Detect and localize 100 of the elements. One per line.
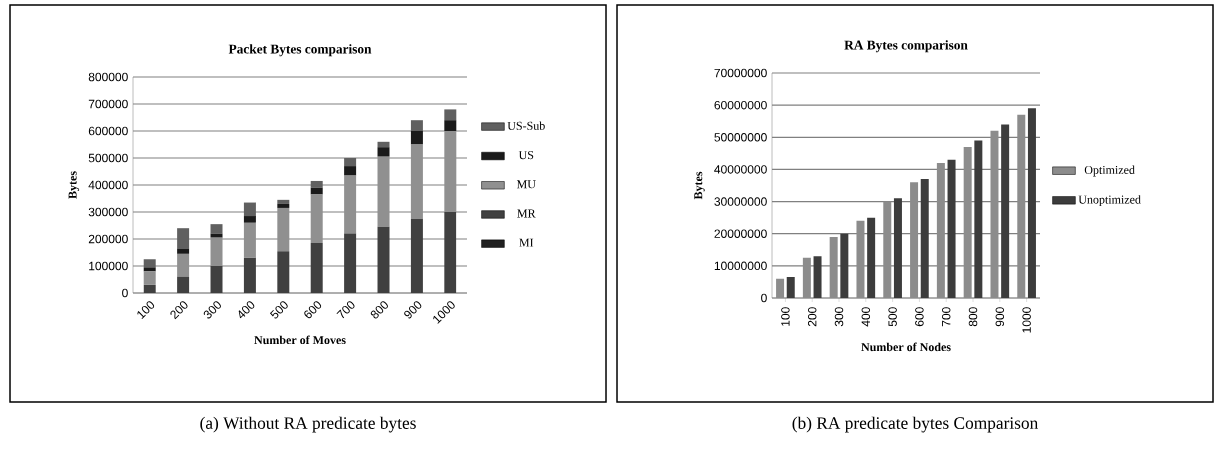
bar [444, 212, 457, 293]
x-tick-label: 100 [137, 301, 155, 320]
bar [243, 202, 256, 217]
bar [277, 203, 290, 208]
x-tick-label: 400 [861, 307, 871, 327]
x-tick-label: 200 [807, 307, 817, 327]
x-tick-label: 700 [941, 307, 951, 327]
x-tick-label: 1000 [1022, 307, 1031, 333]
y-tick-label: 700000 [88, 99, 128, 109]
x-tick-label: 200 [170, 301, 188, 320]
y-tick-label: 0 [122, 288, 128, 298]
x-tick-label: 600 [304, 301, 322, 319]
bar [277, 251, 290, 293]
bar [143, 271, 156, 285]
x-tick-label: 600 [915, 307, 924, 327]
bar [444, 109, 457, 121]
bar [920, 179, 929, 298]
bar [410, 218, 423, 293]
text: (a) Without RA predicate bytes [200, 416, 416, 433]
legend-label: US-Sub [507, 121, 545, 130]
bar [344, 158, 357, 167]
bar [893, 198, 902, 298]
x-tick-label: 700 [336, 301, 355, 319]
bar [143, 284, 156, 293]
bar [243, 257, 256, 293]
bar [310, 243, 323, 293]
y-tick-label: 200000 [88, 234, 128, 244]
x-tick-label: 400 [238, 301, 255, 319]
bar [377, 147, 390, 157]
x-tick-label: 900 [404, 301, 422, 319]
bar [867, 217, 876, 298]
bar [377, 156, 390, 227]
x-tick-label: 800 [370, 301, 388, 319]
bar [210, 237, 223, 266]
legend-label: MR [517, 209, 536, 218]
y-tick-label: 800000 [88, 72, 128, 82]
bar [377, 141, 390, 148]
legend-label: US [518, 151, 534, 160]
bar [377, 226, 390, 293]
bar [444, 131, 457, 212]
bar [143, 259, 156, 268]
legend-label: Unoptimized [1078, 195, 1141, 207]
x-tick-label: 100 [781, 307, 790, 326]
x-tick-label: 900 [995, 307, 1005, 327]
legend-label: MU [516, 180, 536, 189]
y-tick-label: 500000 [88, 153, 128, 163]
legend-label: Optimized [1084, 165, 1135, 177]
y-axis-title: Bytes [694, 171, 705, 200]
x-tick-label: 800 [968, 307, 978, 327]
bar [243, 222, 256, 258]
chart-title: Packet Bytes comparison [228, 44, 372, 57]
bar [210, 224, 223, 234]
bar [344, 166, 357, 176]
bar [410, 144, 423, 219]
y-tick-label: 30000000 [714, 197, 767, 206]
bar [1001, 124, 1010, 298]
chart-title: RA Bytes comparison [844, 40, 968, 53]
y-tick-label: 20000000 [714, 229, 767, 238]
bar [1027, 108, 1036, 298]
x-tick-label: 300 [834, 307, 844, 327]
x-tick-label: 500 [269, 301, 288, 319]
bar [344, 175, 357, 234]
bar [840, 233, 849, 298]
x-axis-title: Number of Moves [254, 335, 346, 345]
bar [177, 253, 190, 277]
bar [310, 180, 323, 188]
y-tick-label: 300000 [88, 207, 128, 217]
y-tick-label: 0 [761, 293, 767, 303]
y-tick-label: 100000 [89, 261, 128, 271]
text: (b) RA predicate bytes Comparison [792, 416, 1038, 433]
y-tick-label: 10000000 [714, 261, 767, 271]
bar [813, 256, 822, 298]
bar [410, 131, 423, 145]
bar [277, 207, 290, 252]
bar [344, 233, 357, 293]
x-tick-label: 300 [203, 301, 221, 319]
x-axis-title: Number of Nodes [861, 342, 951, 352]
y-tick-label: 50000000 [714, 133, 767, 142]
bar [143, 267, 156, 272]
bar [410, 120, 423, 131]
bar [243, 216, 256, 223]
y-axis-title: Bytes [68, 171, 80, 199]
bar [177, 228, 190, 249]
y-tick-label: 70000000 [714, 68, 767, 78]
bar [210, 266, 223, 293]
y-tick-label: 60000000 [714, 100, 767, 110]
legend-label: MI [519, 238, 534, 247]
bar [974, 140, 983, 298]
x-tick-label: 500 [888, 307, 897, 327]
bar [277, 199, 290, 204]
bar [210, 233, 223, 238]
bar [177, 276, 190, 293]
bar [310, 194, 323, 244]
bar [947, 159, 956, 298]
bar [444, 120, 457, 131]
y-tick-label: 400000 [88, 180, 128, 190]
bar [786, 277, 795, 298]
y-tick-label: 600000 [88, 126, 128, 136]
bar [177, 248, 190, 254]
y-tick-label: 40000000 [714, 165, 767, 174]
